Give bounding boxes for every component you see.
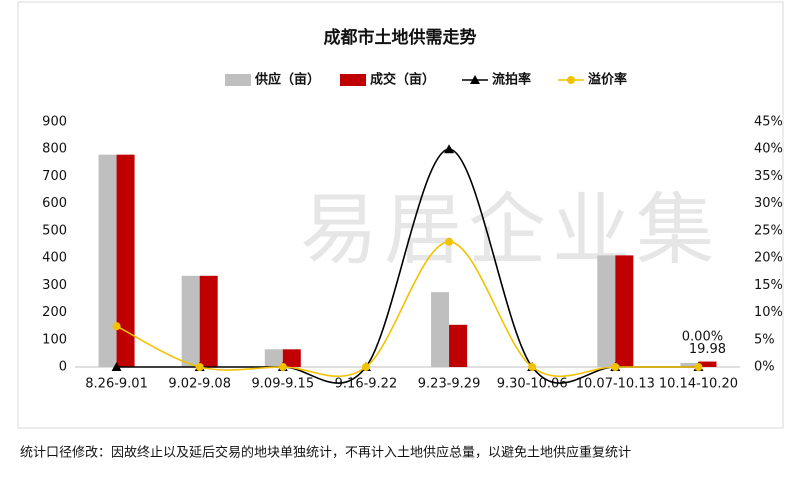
y2-tick-label: 45%: [754, 115, 783, 130]
y-tick-label: 200: [42, 305, 67, 320]
data-label: 19.98: [689, 342, 726, 357]
watermark: 易居企业集: [300, 185, 720, 275]
chart-frame: [17, 1, 784, 429]
bar: [698, 361, 717, 367]
chart-title: 成都市土地供需走势: [324, 27, 477, 48]
marker: [112, 322, 121, 331]
bar: [264, 349, 283, 367]
y2-tick-label: 30%: [754, 196, 783, 211]
bar: [282, 349, 301, 367]
x-tick-label: 8.26-9.01: [85, 377, 148, 392]
y2-tick-label: 40%: [754, 142, 783, 157]
y2-tick-label: 15%: [754, 278, 783, 293]
data-label: 0.00%: [682, 330, 723, 345]
line: [116, 148, 699, 384]
bar: [449, 324, 468, 367]
y-tick-label: 600: [42, 196, 67, 211]
legend-label: 溢价率: [588, 72, 627, 88]
bar: [98, 154, 117, 367]
bar: [199, 275, 218, 367]
marker: [278, 363, 287, 371]
y2-tick-label: 0%: [754, 360, 775, 375]
marker: [445, 237, 454, 246]
marker: [694, 363, 703, 371]
marker: [611, 363, 620, 371]
y-tick-label: 700: [42, 169, 67, 184]
x-tick-label: 9.09-9.15: [252, 377, 315, 392]
legend-marker: [470, 75, 480, 84]
marker: [361, 363, 370, 371]
bar: [680, 362, 699, 367]
line: [116, 240, 699, 378]
y2-tick-label: 5%: [754, 332, 775, 347]
marker: [528, 363, 537, 371]
y-tick-label: 300: [42, 278, 67, 293]
legend-swatch: [340, 74, 366, 86]
bar: [181, 275, 200, 367]
x-tick-label: 10.14-10.20: [659, 377, 738, 392]
y-tick-label: 900: [42, 115, 67, 130]
y2-tick-label: 25%: [754, 223, 783, 238]
legend-swatch: [225, 74, 251, 86]
legend-label: 供应（亩）: [254, 72, 320, 88]
y2-tick-label: 20%: [754, 251, 783, 266]
y-tick-label: 100: [42, 332, 67, 347]
y-tick-label: 0: [59, 360, 67, 375]
x-tick-label: 9.16-9.22: [335, 377, 398, 392]
marker: [111, 362, 122, 371]
bar: [597, 255, 616, 367]
marker: [195, 363, 204, 371]
bar: [615, 255, 634, 367]
footnote: 统计口径修改：因故终止以及延后交易的地块单独统计，不再计入土地供应总量，以避免土…: [20, 445, 631, 461]
y-tick-label: 800: [42, 142, 67, 157]
legend-label: 成交（亩）: [370, 72, 435, 88]
x-tick-label: 9.30-10.06: [497, 377, 568, 392]
y-tick-label: 500: [42, 223, 67, 238]
legend-marker: [567, 76, 575, 84]
marker: [444, 144, 455, 154]
x-tick-label: 9.23-9.29: [418, 377, 481, 392]
y-tick-label: 400: [42, 251, 67, 266]
x-tick-label: 10.07-10.13: [576, 377, 655, 392]
bar: [431, 292, 450, 367]
y2-tick-label: 35%: [754, 169, 783, 184]
legend-label: 流拍率: [492, 72, 531, 88]
bar: [116, 154, 135, 367]
y2-tick-label: 10%: [754, 305, 783, 320]
x-tick-label: 9.02-9.08: [168, 377, 231, 392]
